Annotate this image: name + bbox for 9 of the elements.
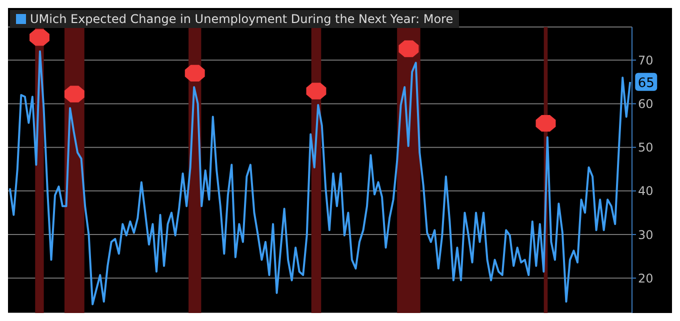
y-tick-label: 50 <box>638 140 654 155</box>
y-tick-label: 40 <box>638 184 654 198</box>
y-tick-label: 20 <box>638 271 654 286</box>
line-series <box>8 50 632 306</box>
legend-label: UMich Expected Change in Unemployment During the Next Year: More <box>30 12 454 26</box>
y-tick-label: 70 <box>638 53 654 68</box>
data-label: 65 <box>638 76 654 91</box>
y-tick-label: 60 <box>638 96 654 111</box>
y-tick-label: 30 <box>638 228 654 242</box>
